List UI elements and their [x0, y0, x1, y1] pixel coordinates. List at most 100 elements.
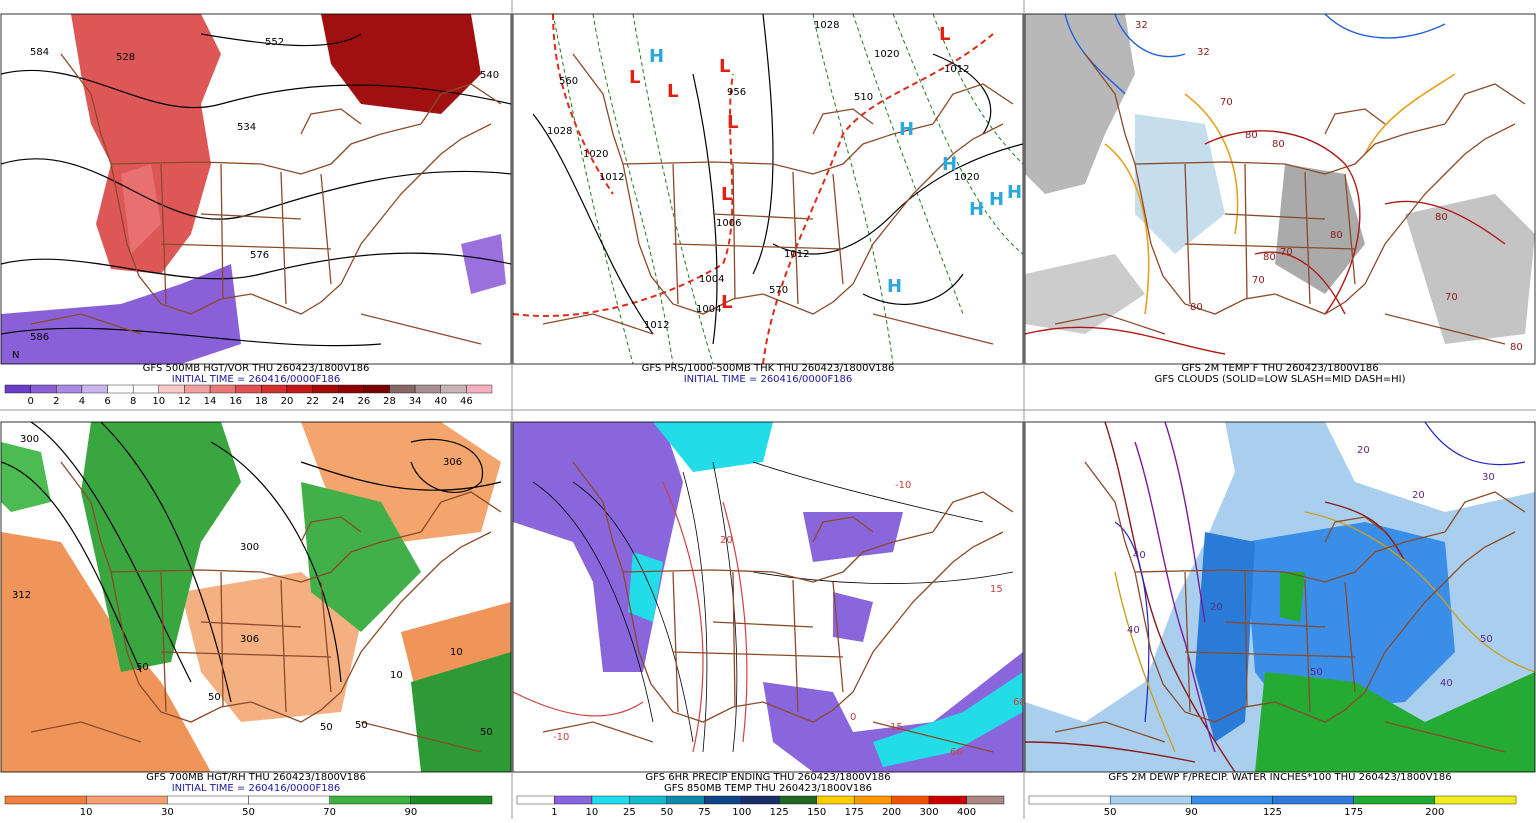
colorbar-swatch — [853, 795, 892, 805]
contour-label: 50 — [355, 720, 368, 731]
caption: GFS 2M DEWP F/PRECIP. WATER INCHES*100 T… — [1108, 772, 1451, 783]
pressure-center: H — [887, 276, 902, 297]
contour-label: 586 — [30, 332, 49, 343]
colorbar-swatch — [107, 384, 134, 394]
contour-label: 80 — [1510, 342, 1523, 353]
colorbar-label: 75 — [698, 807, 711, 818]
map-feature — [1025, 14, 1135, 194]
map — [1, 14, 511, 364]
contour-label: 30 — [1482, 472, 1495, 483]
colorbar-label: 28 — [383, 396, 396, 407]
map-feature — [121, 164, 161, 254]
colorbar-label: 40 — [434, 396, 447, 407]
contour-label: 20 — [1357, 445, 1370, 456]
contour-label: 15 — [990, 584, 1003, 595]
map-frame — [0, 13, 512, 365]
colorbar-label: 175 — [1344, 807, 1363, 818]
colorbar-swatch — [1028, 795, 1111, 805]
pressure-center: L — [721, 292, 732, 313]
map-feature — [411, 652, 511, 772]
panel: -10 20 -10 15 15 68 66 0 GFS 6HR PRECIP ENDING T… — [512, 421, 1026, 818]
map-feature — [513, 14, 994, 364]
contour-label: 528 — [116, 52, 135, 63]
contour-label: 300 — [20, 434, 39, 445]
contour-label: 1020 — [954, 172, 979, 183]
contour-label: 70 — [1280, 247, 1293, 258]
colorbar-swatch — [329, 795, 412, 805]
caption: GFS 700MB HGT/RH THU 260423/1800V186 — [146, 772, 366, 783]
contour-label: 1012 — [784, 249, 809, 260]
pressure-center: L — [721, 184, 732, 205]
colorbar-label: 46 — [460, 396, 473, 407]
map-background — [513, 14, 1023, 364]
colorbar-label: 24 — [332, 396, 345, 407]
map-feature — [1025, 422, 1406, 772]
contour-label: 15 — [890, 722, 903, 733]
contour-label: -10 — [553, 732, 569, 743]
map-frame — [512, 13, 1024, 365]
contour-label: 306 — [240, 634, 259, 645]
colorbar-label: 25 — [623, 807, 636, 818]
contour-label: 10 — [390, 670, 403, 681]
contour-label: 70 — [1252, 275, 1265, 286]
colorbar-swatch — [1434, 795, 1517, 805]
contour-label: 576 — [250, 250, 269, 261]
contour-label: 1004 — [699, 274, 724, 285]
contour-label: 570 — [769, 285, 788, 296]
colorbar-label: 22 — [306, 396, 319, 407]
map-feature — [532, 14, 1023, 345]
colorbar-label: 2 — [53, 396, 59, 407]
colorbar-label: 50 — [660, 807, 673, 818]
pressure-center: L — [939, 24, 950, 45]
colorbar-label: 70 — [323, 807, 336, 818]
map-feature — [301, 482, 421, 632]
colorbar-swatch — [184, 384, 211, 394]
map-frame — [0, 421, 512, 773]
colorbar-swatch — [30, 384, 57, 394]
caption: GFS 6HR PRECIP ENDING THU 260423/1800V18… — [645, 772, 890, 783]
colorbar-label: 14 — [204, 396, 217, 407]
colorbar-swatch — [414, 384, 441, 394]
colorbar-label: 16 — [229, 396, 242, 407]
colorbar-label: 200 — [1425, 807, 1444, 818]
map-layer — [1025, 14, 1535, 355]
panel: 1028 1020 1012 956 1028 1020 1012 1006 1012 1004 1… — [512, 13, 1024, 385]
map-feature — [71, 14, 221, 274]
colorbar-swatch — [466, 384, 493, 394]
colorbar-swatch — [312, 384, 339, 394]
pressure-center: H — [989, 189, 1004, 210]
colorbar-label: 50 — [1104, 807, 1117, 818]
contour-label: 560 — [559, 76, 578, 87]
colorbar-label: 12 — [178, 396, 191, 407]
map-feature — [1114, 422, 1526, 723]
colorbar-swatch — [56, 384, 83, 394]
caption: INITIAL TIME = 260416/0000F186 — [172, 374, 341, 385]
pressure-center: L — [667, 81, 678, 102]
contour-label: 40 — [1127, 625, 1140, 636]
map-feature — [1134, 422, 1216, 753]
contour-label: 1012 — [599, 172, 624, 183]
map-feature — [628, 422, 773, 622]
map-feature — [1, 264, 241, 364]
contour-label: 20 — [1412, 490, 1425, 501]
contour-label: 50 — [1310, 667, 1323, 678]
panel: 32 32 70 80 80 80 70 80 70 80 80 70 80 GFS 2M TEMP F … — [1024, 13, 1536, 385]
contour-label: 10 — [450, 647, 463, 658]
contour-label: 300 — [240, 542, 259, 553]
contour-label: 32 — [1135, 20, 1148, 31]
colorbar-label: 175 — [845, 807, 864, 818]
contour-label: 956 — [727, 87, 746, 98]
colorbar-swatch — [440, 384, 467, 394]
pressure-center: H — [1007, 182, 1022, 203]
colorbar-label: 300 — [920, 807, 939, 818]
colorbar-swatch — [248, 795, 330, 805]
colorbar-label: 10 — [586, 807, 599, 818]
map-feature — [1025, 254, 1145, 334]
colorbar-swatch — [629, 795, 668, 805]
colorbar-swatch — [235, 384, 262, 394]
colorbar-swatch — [286, 384, 313, 394]
colorbar-swatch — [741, 795, 780, 805]
panel: 584 528 552 540 534 576 586 N GFS 500MB HGT/VOR … — [0, 13, 512, 407]
map-feature — [81, 422, 241, 672]
